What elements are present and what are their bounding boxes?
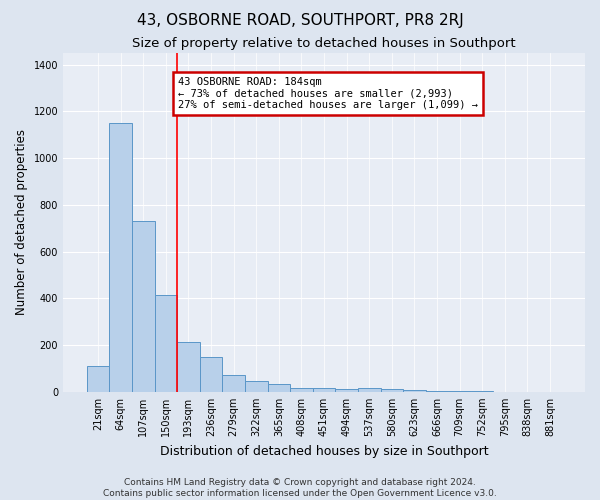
Bar [290,388,313,392]
Bar [403,390,426,392]
X-axis label: Distribution of detached houses by size in Southport: Distribution of detached houses by size … [160,444,488,458]
Bar [448,391,471,392]
Bar [132,222,155,392]
Text: Contains HM Land Registry data © Crown copyright and database right 2024.
Contai: Contains HM Land Registry data © Crown c… [103,478,497,498]
Y-axis label: Number of detached properties: Number of detached properties [15,130,28,316]
Bar [155,295,177,392]
Bar [109,123,132,392]
Bar [358,388,380,392]
Bar [177,342,200,392]
Bar [87,366,109,392]
Title: Size of property relative to detached houses in Southport: Size of property relative to detached ho… [132,38,516,51]
Bar [313,388,335,392]
Bar [426,390,448,392]
Bar [200,357,223,392]
Bar [268,384,290,392]
Text: 43, OSBORNE ROAD, SOUTHPORT, PR8 2RJ: 43, OSBORNE ROAD, SOUTHPORT, PR8 2RJ [137,12,463,28]
Bar [335,390,358,392]
Text: 43 OSBORNE ROAD: 184sqm
← 73% of detached houses are smaller (2,993)
27% of semi: 43 OSBORNE ROAD: 184sqm ← 73% of detache… [178,77,478,110]
Bar [380,390,403,392]
Bar [245,380,268,392]
Bar [223,376,245,392]
